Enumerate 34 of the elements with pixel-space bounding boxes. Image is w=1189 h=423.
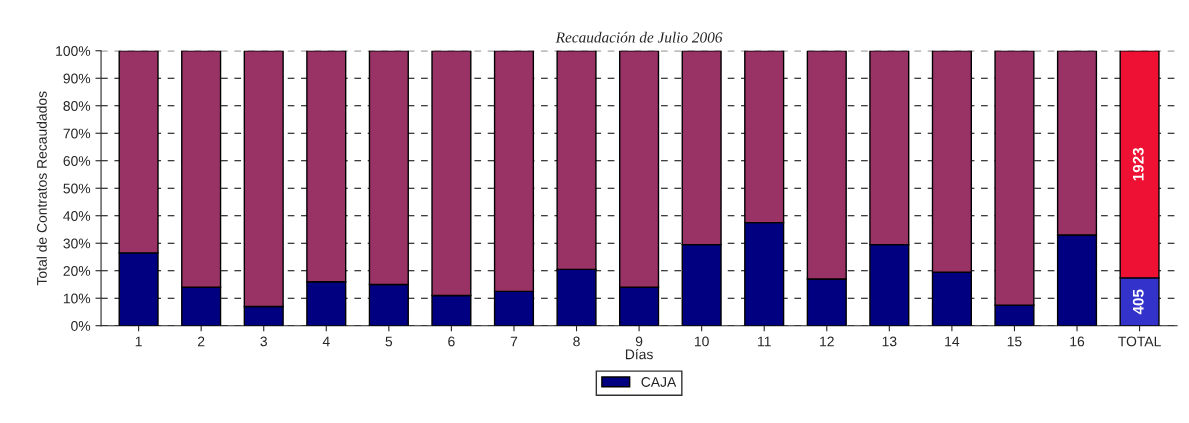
x-axis-title: Días xyxy=(625,348,653,360)
x-tick-label: 1 xyxy=(135,336,142,347)
x-tick-label: 4 xyxy=(322,336,330,347)
y-tick-label: 90% xyxy=(63,73,91,84)
y-axis-title: Total de Contratos Recaudados xyxy=(36,91,47,286)
y-tick-label: 20% xyxy=(63,266,91,276)
y-tick-label: 40% xyxy=(63,211,91,221)
x-tick-label: 9 xyxy=(635,336,643,347)
y-tick-label: 50% xyxy=(63,183,91,194)
y-tick-label: 10% xyxy=(63,293,91,304)
y-tick-label: 80% xyxy=(63,101,91,111)
chart-title: Recaudación de Julio 2006 xyxy=(555,31,723,43)
x-tick-label: TOTAL xyxy=(1118,336,1161,347)
x-tick-label: 13 xyxy=(882,336,897,347)
x-tick-label: 6 xyxy=(448,336,455,347)
annotation: 405 xyxy=(1132,289,1144,315)
y-tick-label: 0% xyxy=(71,321,91,331)
y-tick-label: 70% xyxy=(63,128,91,139)
y-tick-label: 60% xyxy=(63,156,91,166)
x-tick-label: 7 xyxy=(510,336,518,347)
x-tick-label: 8 xyxy=(573,336,580,347)
x-tick-label: 15 xyxy=(1007,336,1022,347)
x-tick-label: 12 xyxy=(820,336,834,347)
annotation: 1923 xyxy=(1132,147,1144,181)
y-tick-label: 30% xyxy=(63,238,91,249)
x-tick-label: 5 xyxy=(385,336,393,347)
x-tick-label: 14 xyxy=(945,336,960,347)
x-tick-label: 10 xyxy=(694,336,709,347)
x-tick-label: 11 xyxy=(758,336,771,347)
x-tick-label: 16 xyxy=(1070,336,1085,347)
x-tick-label: 2 xyxy=(198,336,205,347)
legend-label: CAJA xyxy=(641,377,677,387)
y-tick-label: 100% xyxy=(56,46,91,56)
x-tick-label: 3 xyxy=(260,336,267,347)
